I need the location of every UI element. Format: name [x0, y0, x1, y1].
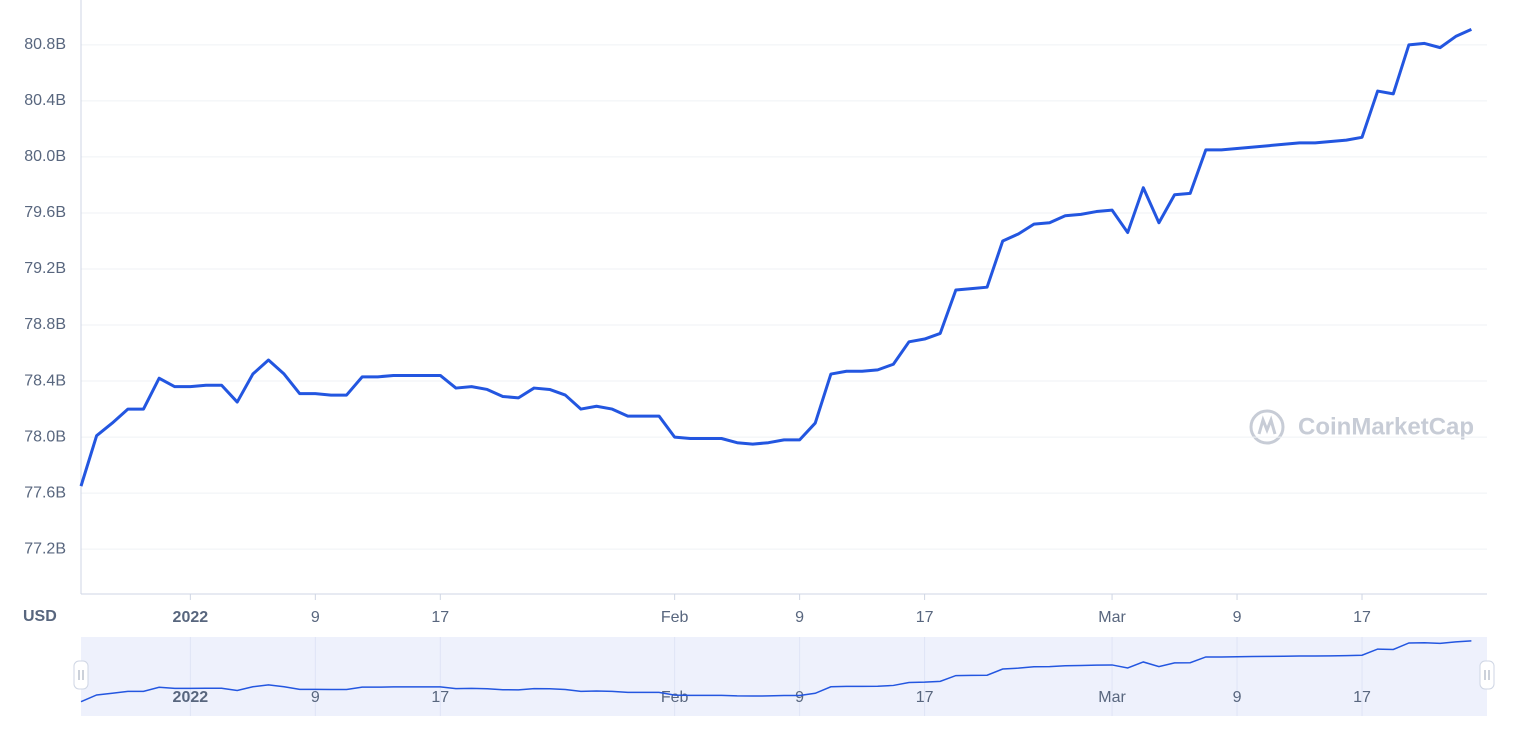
x-tick-label: 17: [1353, 609, 1371, 626]
y-axis-unit: USD: [23, 608, 57, 625]
navigator-tick-label: Feb: [661, 689, 689, 706]
x-tick-label: 17: [916, 609, 934, 626]
y-tick-label: 79.6B: [24, 204, 66, 221]
x-tick-label: 17: [431, 609, 449, 626]
x-tick-label: Mar: [1098, 609, 1126, 626]
navigator-line: [80, 640, 1472, 703]
navigator-handle[interactable]: [73, 660, 89, 690]
navigator-tick-label: 17: [431, 689, 449, 706]
navigator-handle[interactable]: [1479, 660, 1495, 690]
x-tick-label: 9: [1233, 609, 1242, 626]
navigator-tick-label: 17: [916, 689, 934, 706]
x-tick-label: 9: [795, 609, 804, 626]
watermark-logo-mark: [1257, 415, 1277, 435]
watermark-logo: [1249, 409, 1285, 445]
navigator-tick-label: 2022: [173, 689, 209, 706]
y-tick-label: 77.2B: [24, 540, 66, 557]
navigator-background: [81, 637, 1487, 716]
watermark-text: CoinMarketCap: [1298, 413, 1474, 440]
navigator-tick-label: Mar: [1098, 689, 1126, 706]
y-tick-label: 78.8B: [24, 316, 66, 333]
y-tick-label: 80.0B: [24, 148, 66, 165]
line: [79, 28, 1472, 487]
navigator-tick-label: 9: [795, 689, 804, 706]
y-tick-label: 80.4B: [24, 92, 66, 109]
y-tick-label: 78.0B: [24, 428, 66, 445]
navigator-tick-label: 9: [1233, 689, 1242, 706]
x-tick-label: Feb: [661, 609, 689, 626]
y-tick-label: 80.8B: [24, 36, 66, 53]
x-tick-label: 2022: [173, 609, 209, 626]
navigator-tick-label: 9: [311, 689, 320, 706]
y-tick-label: 79.2B: [24, 260, 66, 277]
watermark: CoinMarketCap: [1249, 409, 1474, 445]
y-tick-label: 77.6B: [24, 484, 66, 501]
x-tick-label: 9: [311, 609, 320, 626]
y-tick-label: 78.4B: [24, 372, 66, 389]
navigator-tick-label: 17: [1353, 689, 1371, 706]
